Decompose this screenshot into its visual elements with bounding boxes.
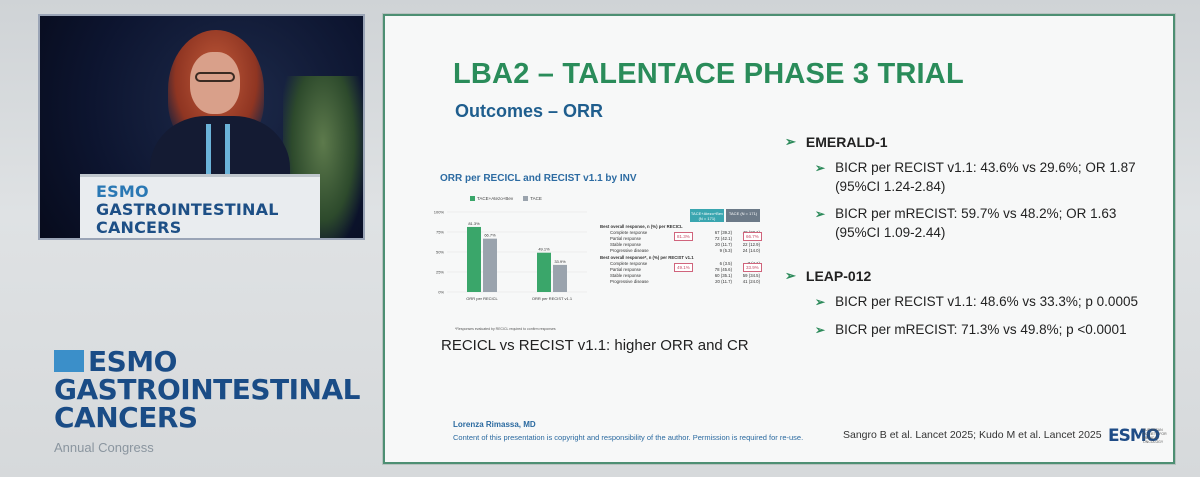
y-tick-label: 75% [436,230,444,235]
trial-comparison-list: ➢ EMERALD-1 ➢ BICR per RECIST v1.1: 43.6% … [785,134,1165,340]
slide-subtitle: Outcomes – ORR [455,101,604,121]
bar-0-0 [467,226,481,292]
arrow-bullet-icon: ➢ [815,207,826,221]
emerald-item: ➢ BICR per mRECIST: 59.7% vs 48.2%; OR 1.… [815,206,1117,240]
orr-chart-figure: ORR per RECICL and RECIST v1.1 by INV TA… [415,166,762,341]
arrow-bullet-icon: ➢ [785,268,796,283]
brand-line-3: CANCERS [54,401,198,434]
x-tick-label: ORR per RECIST v1.1 [532,296,573,301]
cell-tace: 22 (12.9) [742,241,760,247]
leap-item: ➢ BICR per mRECIST: 71.3% vs 49.8%; p <0.… [815,320,1165,340]
row-label: Progressive disease [610,247,649,253]
table-row: Progressive disease 20 (11.7) 41 (24.0) [600,278,760,284]
speaker-video-feed: ESMO GASTROINTESTINAL CANCERS [38,14,365,240]
y-tick-label: 100% [434,210,445,215]
cell-tace-atezo-bev: 67 (39.2) [714,229,732,235]
cell-tace-atezo-bev: 20 (11.7) [715,241,732,247]
cell-tace-atezo-bev: 60 (35.1) [714,272,732,278]
arrow-bullet-icon: ➢ [785,134,796,149]
chart-legend: TACE+Atezo+Bev TACE [470,196,542,202]
brand-line-1: ESMO [54,348,360,376]
row-label: Stable response [610,241,642,247]
y-tick-label: 0% [438,290,444,295]
orr-badge-tace-atezo-bev: 81.3% [674,232,693,241]
chart-caption: RECICL vs RECIST v1.1: higher ORR and CR [441,337,749,354]
speaker-face [190,52,240,114]
chart-title: ORR per RECICL and RECIST v1.1 by INV [440,173,637,184]
table-row: Stable response 60 (35.1) 59 (34.5) [600,272,760,278]
bar-0-1 [483,238,497,292]
orr-bar-chart: 100% 75% 50% 25% 0% 81.3% 66.7% ORR per RECICL 4… [434,210,587,301]
row-label: Stable response [610,272,642,278]
bar-value-label: 33.9% [554,259,566,264]
cell-tace-atezo-bev: 9 (5.3) [719,247,732,253]
cell-tace-atezo-bev: 20 (11.7) [715,278,732,284]
cell-tace-atezo-bev: 78 (45.6) [714,266,732,272]
table-row: Progressive disease 9 (5.3) 24 (14.0) [600,247,760,253]
speaker-lanyard [206,124,230,184]
row-label: Progressive disease [610,278,649,284]
arrow-bullet-icon: ➢ [815,295,826,309]
podium-sign: ESMO GASTROINTESTINAL CANCERS [80,174,320,238]
table-section-heading: Best overall response, n (%) per RECICL [600,224,683,229]
slide-copyright: Content of this presentation is copyrigh… [453,433,804,442]
chart-footnote: *Responses evaluated by RECICL required … [455,327,556,331]
arrow-bullet-icon: ➢ [815,323,826,337]
bar-value-label: 66.7% [484,233,496,238]
presentation-slide: LBA2 – TALENTACE PHASE 3 TRIAL Outcomes … [383,14,1175,464]
table-row: Stable response 20 (11.7) 22 (12.9) [600,241,760,247]
row-label: Complete response [610,260,648,266]
speaker-glasses [195,72,235,82]
slide-references: Sangro B et al. Lancet 2025; Kudo M et a… [843,429,1102,441]
slide-esmo-logo-sub: EUROPEAN SOCIETY FOR MEDICAL ONCOLOGY [1143,428,1167,444]
legend-item-tace: TACE [523,196,542,202]
row-label: Partial response [610,266,642,272]
orr-badge-tace: 33.9% [743,263,762,272]
slide-title: LBA2 – TALENTACE PHASE 3 TRIAL [453,58,964,90]
bar-1-0 [537,252,551,292]
legend-swatch [523,196,529,202]
y-tick-label: 50% [436,250,444,255]
podium-line-1: ESMO GASTROINTESTINAL [96,181,279,219]
emerald-heading: ➢ EMERALD-1 [785,134,888,150]
orr-badge-tace-atezo-bev: 49.1% [674,263,693,272]
brand-line-2: GASTROINTESTINAL [54,373,361,406]
legend-swatch [470,196,475,202]
esmo-logo-mark-icon [54,350,84,372]
bar-value-label: 81.3% [468,221,480,226]
slide-author: Lorenza Rimassa, MD [453,420,536,429]
legend-item-tace-atezo-bev: TACE+Atezo+Bev [470,196,513,202]
podium-line-2: CANCERS [96,217,182,237]
slide-esmo-logo: ESMO [1108,426,1160,446]
header-tace: TACE (N = 171) [726,209,760,222]
bar-1-1 [553,264,567,292]
cell-tace: 24 (14.0) [742,247,760,253]
cell-tace-atezo-bev: 72 (42.1) [714,235,732,241]
leap-item: ➢ BICR per RECIST v1.1: 48.6% vs 33.3%; p… [815,292,1165,312]
row-label: Complete response [610,229,648,235]
cell-tace-atezo-bev: 6 (3.5) [719,260,732,266]
orr-badge-tace: 66.7% [743,232,762,241]
emerald-item: ➢ BICR per RECIST v1.1: 43.6% vs 29.6%; O… [815,160,1136,194]
arrow-bullet-icon: ➢ [815,161,826,175]
row-label: Partial response [610,235,642,241]
response-table: TACE+Atezo+Bev (N = 171) TACE (N = 171) … [600,209,762,284]
header-tace-atezo-bev: TACE+Atezo+Bev (N = 171) [690,209,724,222]
cell-tace: 59 (34.5) [742,272,760,278]
bar-value-label: 49.1% [538,247,550,252]
response-table-body: Best overall response, n (%) per RECICL C… [600,224,762,284]
response-table-header: TACE+Atezo+Bev (N = 171) TACE (N = 171) [600,209,760,222]
x-tick-label: ORR per RECICL [466,296,498,301]
brand-subtitle: Annual Congress [54,440,154,455]
congress-brand: ESMO GASTROINTESTINAL CANCERS Annual Con… [54,348,361,455]
table-section-heading: Best overall response*, n (%) per RECIST… [600,255,694,260]
y-tick-label: 25% [436,270,444,275]
cell-tace: 41 (24.0) [742,278,760,284]
leap-heading: ➢ LEAP-012 [785,268,872,284]
